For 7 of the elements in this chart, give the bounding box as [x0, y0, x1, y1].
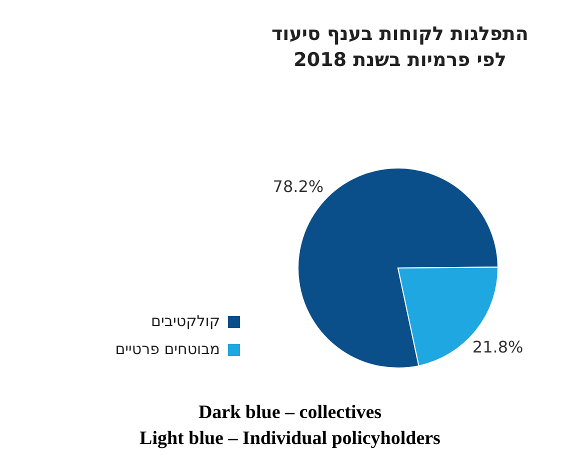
data-label: 78.2% — [272, 177, 324, 196]
legend-label: קולקטיבים — [151, 312, 220, 330]
text: Dark blue – collectives — [198, 402, 382, 423]
chart-title: התפלגות לקוחות בענף סיעוד לפי פרמיות בשנת 2018 — [272, 23, 528, 71]
text: Light blue – Individual policyholders — [140, 428, 440, 449]
legend-label: מבוטחים פרטיים — [115, 340, 220, 358]
data-label: 21.8% — [472, 338, 524, 357]
